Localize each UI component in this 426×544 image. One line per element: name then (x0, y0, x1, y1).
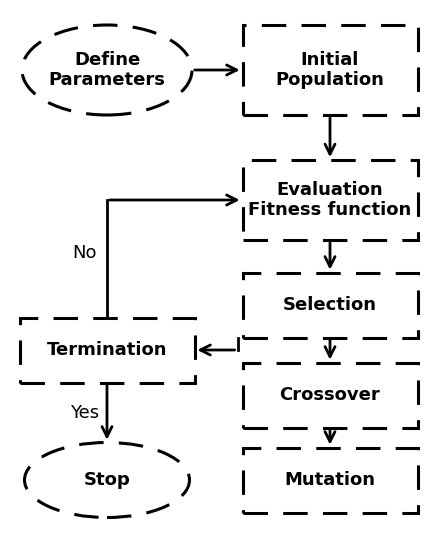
Ellipse shape (25, 442, 190, 517)
FancyBboxPatch shape (242, 273, 417, 337)
Text: Yes: Yes (70, 404, 100, 422)
Text: Termination: Termination (47, 341, 167, 359)
FancyBboxPatch shape (242, 362, 417, 428)
Text: Initial
Population: Initial Population (276, 51, 384, 89)
Text: Crossover: Crossover (279, 386, 380, 404)
Text: Mutation: Mutation (285, 471, 375, 489)
Text: Selection: Selection (283, 296, 377, 314)
FancyBboxPatch shape (242, 448, 417, 512)
Text: Stop: Stop (83, 471, 130, 489)
Text: Define
Parameters: Define Parameters (49, 51, 165, 89)
FancyBboxPatch shape (242, 160, 417, 240)
FancyBboxPatch shape (20, 318, 195, 382)
FancyBboxPatch shape (242, 25, 417, 115)
Ellipse shape (22, 25, 192, 115)
Text: Evaluation
Fitness function: Evaluation Fitness function (248, 181, 412, 219)
Text: No: No (73, 244, 97, 262)
